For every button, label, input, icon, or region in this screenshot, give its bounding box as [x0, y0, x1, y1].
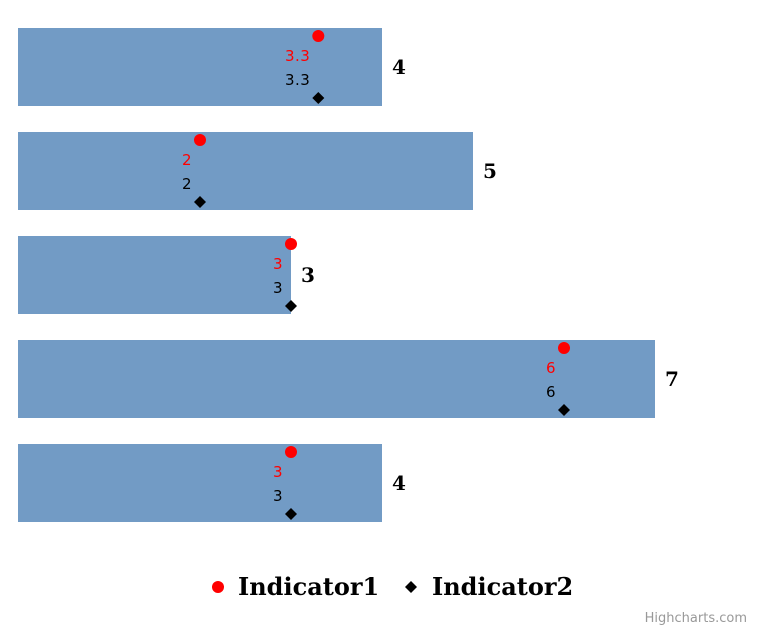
- bar-value-label: 4: [392, 55, 406, 79]
- legend-diamond-icon: [405, 581, 417, 593]
- indicator1-point[interactable]: [285, 238, 297, 250]
- indicator2-label: 2: [182, 175, 192, 193]
- legend-label-indicator2: Indicator2: [432, 572, 573, 601]
- indicator1-point[interactable]: [285, 446, 297, 458]
- indicator1-point[interactable]: [312, 30, 325, 42]
- indicator2-label: 6: [546, 383, 556, 401]
- legend-item-indicator2[interactable]: Indicator2: [405, 572, 573, 601]
- indicator2-point[interactable]: [312, 92, 325, 104]
- legend-item-indicator1[interactable]: Indicator1: [212, 572, 379, 601]
- indicator1-point[interactable]: [558, 342, 570, 354]
- bar[interactable]: [18, 28, 382, 106]
- indicator1-label: 3: [273, 255, 283, 273]
- bar-value-labels: 4 5 3 7 4: [301, 55, 679, 495]
- indicator1-label: 2: [182, 151, 192, 169]
- indicator2-point[interactable]: [285, 300, 297, 312]
- bar-value-label: 3: [301, 263, 315, 287]
- bar[interactable]: [18, 444, 382, 522]
- legend: Indicator1 Indicator2: [212, 572, 573, 601]
- bars-layer: [18, 28, 655, 522]
- indicator2-label: 3: [273, 279, 283, 297]
- indicator2-point[interactable]: [558, 404, 570, 416]
- indicator1-label: 6: [546, 359, 556, 377]
- bar[interactable]: [18, 236, 291, 314]
- legend-label-indicator1: Indicator1: [238, 572, 379, 601]
- indicator1-label: 3.3: [285, 47, 310, 65]
- credits-link[interactable]: Highcharts.com: [645, 611, 747, 626]
- bar[interactable]: [18, 340, 655, 418]
- indicator2-point[interactable]: [194, 196, 206, 208]
- bar-value-label: 5: [483, 159, 497, 183]
- bar-value-label: 7: [665, 367, 679, 391]
- bar[interactable]: [18, 132, 473, 210]
- indicator1-label: 3: [273, 463, 283, 481]
- bar-value-label: 4: [392, 471, 406, 495]
- indicator2-label: 3.3: [285, 71, 310, 89]
- legend-circle-icon: [212, 581, 224, 593]
- indicator1-point[interactable]: [194, 134, 206, 146]
- indicator2-label: 3: [273, 487, 283, 505]
- indicator2-point[interactable]: [285, 508, 297, 520]
